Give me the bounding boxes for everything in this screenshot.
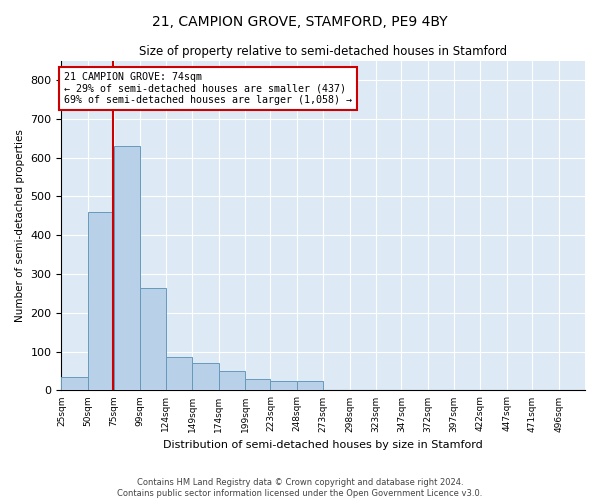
Bar [245, 379, 271, 390]
Bar [166, 358, 193, 390]
Bar [271, 380, 297, 390]
X-axis label: Distribution of semi-detached houses by size in Stamford: Distribution of semi-detached houses by … [163, 440, 483, 450]
Bar [297, 380, 323, 390]
Y-axis label: Number of semi-detached properties: Number of semi-detached properties [15, 129, 25, 322]
Text: 21, CAMPION GROVE, STAMFORD, PE9 4BY: 21, CAMPION GROVE, STAMFORD, PE9 4BY [152, 15, 448, 29]
Text: 21 CAMPION GROVE: 74sqm
← 29% of semi-detached houses are smaller (437)
69% of s: 21 CAMPION GROVE: 74sqm ← 29% of semi-de… [64, 72, 352, 106]
Text: Contains HM Land Registry data © Crown copyright and database right 2024.
Contai: Contains HM Land Registry data © Crown c… [118, 478, 482, 498]
Bar [218, 371, 245, 390]
Bar [140, 288, 166, 391]
Title: Size of property relative to semi-detached houses in Stamford: Size of property relative to semi-detach… [139, 45, 507, 58]
Bar [88, 212, 114, 390]
Bar [193, 364, 218, 390]
Bar [114, 146, 140, 390]
Bar [61, 377, 88, 390]
